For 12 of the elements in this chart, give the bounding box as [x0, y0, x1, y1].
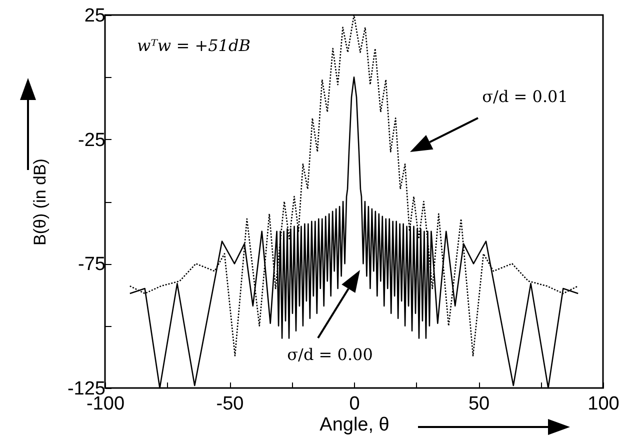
annotation: σ/d = 0.00 — [287, 345, 373, 364]
x-tick-label: 50 — [468, 394, 490, 414]
annotation: wᵀw = +51dB — [137, 36, 251, 55]
y-tick-label: -75 — [78, 254, 106, 276]
y-tick-label: 25 — [84, 6, 106, 26]
annotation: σ/d = 0.01 — [482, 87, 568, 106]
x-tick-label: -50 — [216, 394, 244, 414]
x-axis-title: Angle, θ — [320, 414, 390, 436]
y-tick-label: -25 — [78, 130, 106, 151]
x-tick-label: 100 — [588, 394, 620, 414]
y-axis-title: B(θ) (in dB) — [30, 158, 50, 246]
x-tick-label: 0 — [349, 394, 360, 414]
